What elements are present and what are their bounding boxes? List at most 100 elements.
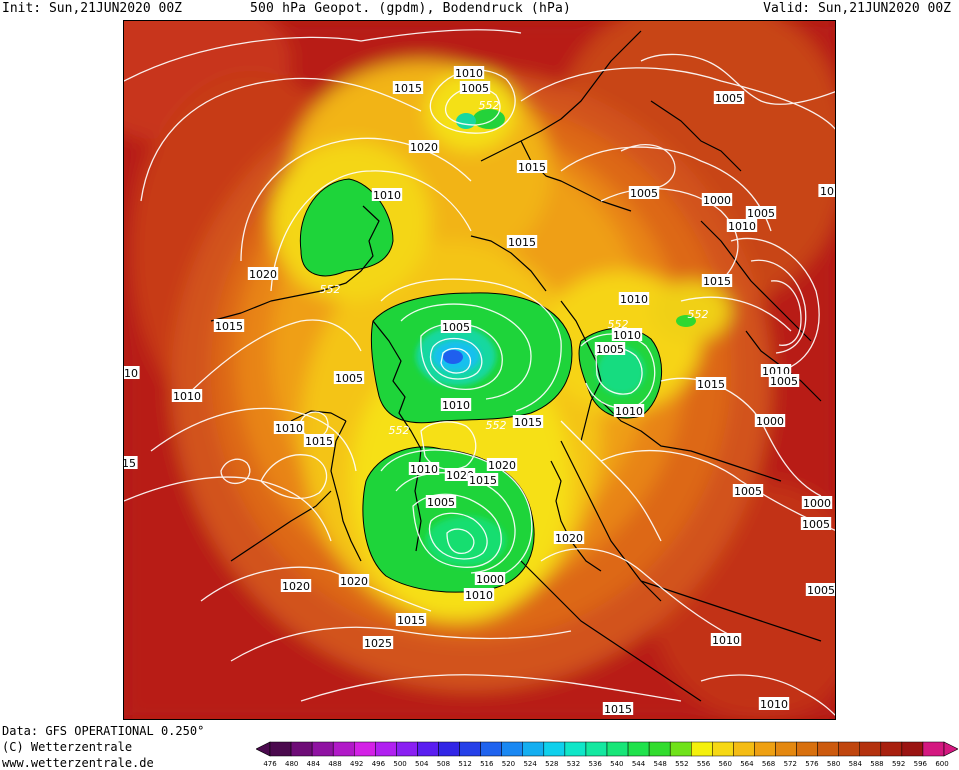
legend-swatch <box>585 741 608 757</box>
isobar-label-box <box>362 636 394 649</box>
isobar-label-box <box>338 574 370 587</box>
isobar-label-box <box>553 531 585 544</box>
label-text: 1000 <box>803 497 831 510</box>
legend-value: 488 <box>328 760 342 768</box>
legend-value: 564 <box>740 760 754 768</box>
legend-swatch <box>501 741 523 757</box>
label-text: 1010 <box>410 463 438 476</box>
copyright: (C) Wetterzentrale <box>2 740 133 754</box>
label-text: 1015 <box>305 435 333 448</box>
isobar-label-box <box>247 267 279 280</box>
legend-value: 568 <box>761 760 776 768</box>
legend-swatch <box>691 741 713 757</box>
isobar-label: 1010 <box>440 398 472 412</box>
isobar-label: 1020 <box>444 468 476 482</box>
isobar-label-box <box>280 579 312 592</box>
label-text: 1005 <box>442 321 470 334</box>
label-text: 1010 <box>442 399 470 412</box>
legend-swatch <box>269 741 292 757</box>
isobar-label-box <box>602 702 634 715</box>
label-text: 1010 <box>712 634 740 647</box>
isobar-label: 1020 <box>247 267 279 281</box>
label-text: 15 <box>124 457 136 470</box>
isobar-label-box <box>800 517 832 530</box>
isobar-label: 1000 <box>754 414 786 428</box>
legend-swatch <box>901 741 924 757</box>
isobar-label-box <box>440 320 472 333</box>
isobar-label: 1005 <box>440 320 472 334</box>
isobar-label: 1010 <box>758 697 790 711</box>
label-text: 1010 <box>760 698 788 711</box>
legend-arrow-left <box>256 741 271 757</box>
geopotential-label: 552 <box>389 424 410 437</box>
legend-swatch <box>459 741 481 757</box>
legend-value: 544 <box>631 760 646 768</box>
legend-value: 580 <box>826 760 841 768</box>
legend-swatch <box>648 741 671 757</box>
isobar-label: 1015 <box>516 160 548 174</box>
isobar-label: 1000 <box>701 193 733 207</box>
isobar-label-box <box>732 484 764 497</box>
label-text: 1020 <box>410 141 438 154</box>
geopotential-label: 552 <box>608 318 629 331</box>
legend-value: 536 <box>588 760 602 768</box>
isobar-label: 1000 <box>474 572 506 586</box>
isobar-label: 1005 <box>713 91 745 105</box>
legend-value: 576 <box>805 760 819 768</box>
isobar-label: 1010 <box>611 328 643 342</box>
isobar-label: 1010 <box>408 462 440 476</box>
label-text: 1005 <box>630 187 658 200</box>
isobar-label-box <box>303 434 335 447</box>
label-text: 1010 <box>373 189 401 202</box>
legend-value: 524 <box>523 760 537 768</box>
isobar-label-box <box>695 377 727 390</box>
legend-swatch <box>859 741 882 757</box>
isobar-label-box <box>124 366 140 379</box>
legend-swatch <box>332 741 355 757</box>
isobar-label-box <box>805 583 835 596</box>
legend-swatch <box>880 741 903 757</box>
isobar-label: 1020 <box>280 579 312 593</box>
label-text: 1000 <box>476 573 504 586</box>
legend-value: 476 <box>263 760 277 768</box>
label-text: 1000 <box>703 194 731 207</box>
isobar-label-box <box>459 81 491 94</box>
isobar-label: 1010 <box>463 588 495 602</box>
valid-time: Valid: Sun,21JUN2020 00Z <box>763 1 951 16</box>
label-text: 1010 <box>620 293 648 306</box>
label-text: 1015 <box>518 161 546 174</box>
color-legend <box>256 741 958 757</box>
isobar-label-box <box>760 364 792 377</box>
isobar-edge-label: 10 <box>818 184 835 198</box>
label-text: 1015 <box>604 703 632 716</box>
label-text: 1010 <box>613 329 641 342</box>
legend-swatch <box>754 741 776 757</box>
label-text: 1015 <box>215 320 243 333</box>
label-text: 1020 <box>555 532 583 545</box>
label-text: 1005 <box>715 92 743 105</box>
isobar-label-box <box>333 371 365 384</box>
geopotential-label: 552 <box>479 99 500 112</box>
legend-value: 600 <box>935 760 949 768</box>
isobar-label: 1015 <box>512 415 544 429</box>
legend-value: 584 <box>848 760 862 768</box>
isobar-label-box <box>594 342 626 355</box>
legend-value: 516 <box>480 760 494 768</box>
label-text: 10 <box>124 367 138 380</box>
isobar-edge-label: 15 <box>124 456 138 470</box>
isobar-label: 1010 <box>726 219 758 233</box>
label-text: 552 <box>608 318 629 331</box>
isobar-label: 1005 <box>800 517 832 531</box>
label-text: 1015 <box>469 474 497 487</box>
isobar-label: 1025 <box>362 636 394 650</box>
isobar-label-box <box>818 184 835 197</box>
isobar-label-box <box>713 91 745 104</box>
legend-value: 560 <box>718 760 732 768</box>
label-text: 1015 <box>397 614 425 627</box>
label-text: 1010 <box>275 422 303 435</box>
green-low-greenland <box>299 178 394 277</box>
label-text: 1015 <box>508 236 536 249</box>
isobar-label: 1010 <box>453 66 485 80</box>
legend-swatch <box>480 741 502 757</box>
